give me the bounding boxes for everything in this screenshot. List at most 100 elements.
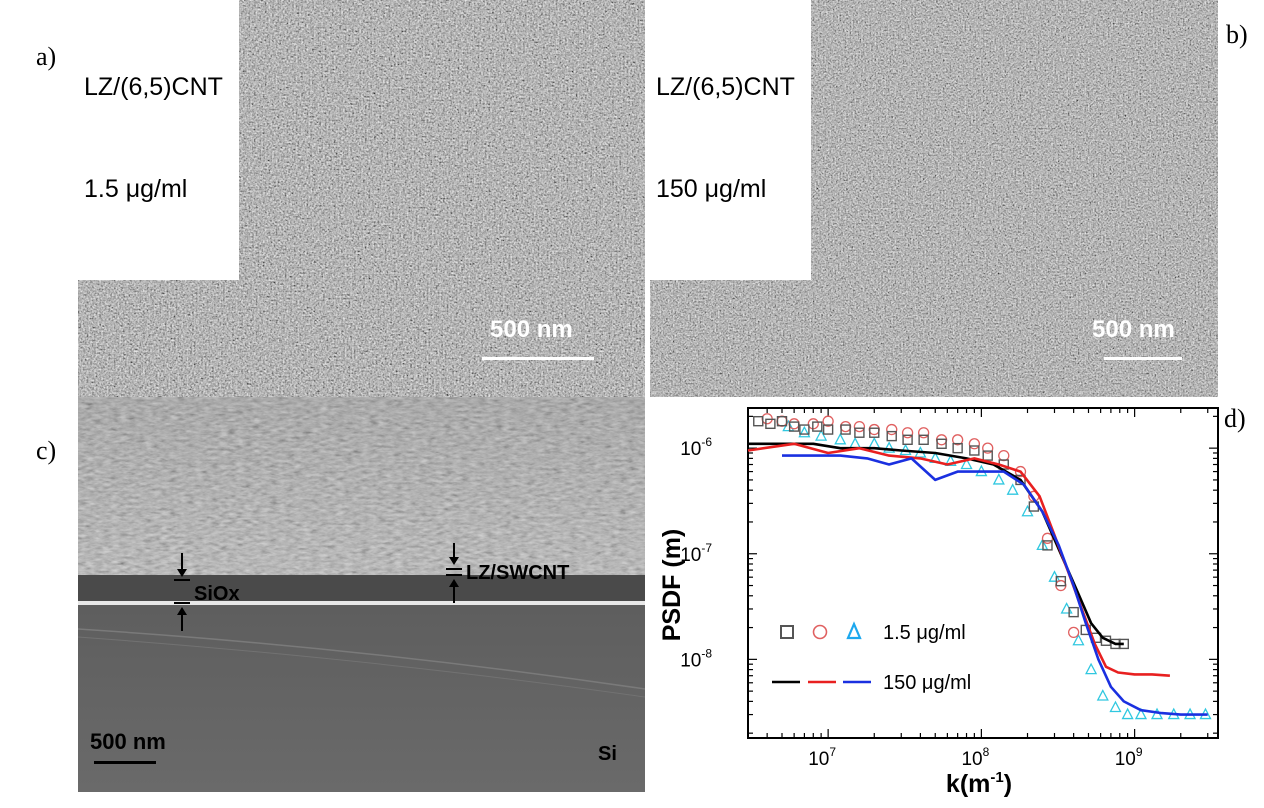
data-point-square [952, 442, 963, 454]
y-tick-label: 10-8 [680, 646, 712, 671]
y-tick-base: 10 [680, 545, 701, 566]
data-point-triangle [1109, 700, 1122, 713]
data-point-circle [901, 427, 914, 439]
data-point-square [753, 415, 764, 427]
panel-letter-a: a) [36, 42, 57, 71]
x-tick-label: 109 [1115, 745, 1143, 770]
data-point-triangle [944, 454, 957, 466]
legend-label-2: 150 μg/ml [883, 672, 971, 694]
x-tick-exponent: 9 [1136, 745, 1143, 759]
x-tick-exponent: 7 [829, 745, 836, 759]
data-point-square [822, 424, 834, 435]
y-tick-exponent: -7 [701, 541, 712, 555]
data-point-square [982, 450, 993, 461]
sem-cross-section [78, 397, 645, 792]
x-tick-exponent: 8 [983, 745, 990, 759]
data-point-square [812, 421, 823, 432]
data-point-square [799, 424, 810, 435]
data-point-square [854, 427, 865, 438]
data-point-circle [998, 449, 1010, 462]
x-tick-base: 10 [808, 749, 829, 770]
sample-label-a: LZ/(6,5)CNT 1.5 μg/ml [78, 0, 239, 280]
film-label: LZ/SWCNT [466, 562, 570, 584]
data-point-triangle [798, 425, 811, 438]
x-axis-title-close: ) [1004, 770, 1012, 798]
data-point-triangle [960, 457, 973, 470]
data-point-triangle [834, 432, 847, 445]
data-point-square [969, 445, 980, 456]
panel-letter-c: c) [36, 436, 57, 465]
panel-letter-b: b) [1226, 20, 1248, 49]
data-point-circle [1014, 465, 1027, 478]
data-point-circle [822, 415, 834, 427]
data-point-triangle [815, 429, 828, 441]
data-point-triangle [849, 436, 862, 449]
sample-concentration-a: 1.5 μg/ml [84, 175, 188, 203]
series-line [748, 442, 1124, 646]
data-point-triangle [1121, 707, 1134, 720]
sem-image-a: LZ/(6,5)CNT 1.5 μg/ml 500 nm [78, 0, 645, 397]
y-tick-label: 10-6 [680, 435, 712, 460]
plot-frame [747, 407, 1219, 739]
data-point-square [776, 415, 788, 427]
data-point-square [1068, 606, 1079, 618]
data-point-circle [1067, 626, 1080, 639]
data-point-circle [868, 423, 880, 436]
legend-marker-square [780, 625, 794, 639]
data-point-circle [982, 442, 994, 454]
scale-bar-b [1104, 357, 1182, 360]
data-point-triangle [1006, 483, 1019, 495]
data-point-square [886, 430, 897, 442]
y-tick-label: 10-7 [680, 541, 712, 566]
y-tick-exponent: -6 [701, 435, 712, 449]
scale-label-b: 500 nm [1092, 316, 1175, 343]
series-line [782, 454, 1208, 716]
x-tick-label: 107 [808, 745, 836, 770]
data-point-square [869, 427, 880, 438]
data-point-circle [776, 415, 788, 427]
data-point-circle [917, 427, 930, 439]
sample-label-b: LZ/(6,5)CNT 150 μg/ml [650, 0, 811, 280]
substrate-label: Si [598, 743, 617, 765]
scale-label-a: 500 nm [490, 316, 573, 343]
scale-bar-a [482, 357, 594, 360]
scale-label-c: 500 nm [90, 729, 166, 754]
psdf-chart: PSDF (m) k(m-1) 107 108 10910-610-710-81.5… [658, 407, 1219, 798]
y-tick-exponent: -8 [701, 646, 712, 660]
sample-name-b: LZ/(6,5)CNT [656, 73, 795, 101]
data-point-circle [951, 434, 964, 446]
scale-bar-c [94, 761, 156, 764]
sem-image-c: SiOx LZ/SWCNT Si 500 nm [78, 397, 645, 792]
y-tick-base: 10 [680, 650, 701, 671]
legend-marker-triangle [846, 621, 862, 640]
data-point-triangle [1096, 689, 1109, 701]
data-point-circle [1041, 532, 1054, 544]
x-axis-title-main: k(m [946, 770, 990, 798]
legend-label-1: 1.5 μg/ml [883, 622, 966, 644]
data-point-square [840, 424, 851, 435]
data-point-square [765, 418, 776, 430]
x-tick-label: 108 [961, 745, 989, 770]
sample-name-a: LZ/(6,5)CNT [84, 73, 223, 101]
data-point-triangle [1085, 662, 1098, 675]
data-point-circle [853, 420, 866, 433]
data-point-triangle [1134, 707, 1148, 720]
sem-image-b: LZ/(6,5)CNT 150 μg/ml 500 nm [650, 0, 1218, 397]
x-axis-title: k(m-1) [946, 769, 1012, 798]
sample-concentration-b: 150 μg/ml [656, 175, 767, 203]
data-point-triangle [868, 436, 881, 449]
data-point-triangle [992, 473, 1005, 485]
panel-letter-d: d) [1224, 404, 1246, 433]
x-axis-title-sup: -1 [990, 769, 1003, 786]
data-point-square [936, 438, 947, 449]
sio-label: SiOx [194, 583, 240, 605]
data-point-triangle [1072, 633, 1085, 646]
x-tick-base: 10 [961, 749, 982, 770]
data-point-circle [968, 438, 981, 450]
y-tick-base: 10 [680, 439, 701, 460]
data-point-circle [839, 420, 852, 433]
x-tick-base: 10 [1115, 749, 1136, 770]
data-point-triangle [883, 441, 896, 453]
data-point-square [918, 434, 929, 445]
